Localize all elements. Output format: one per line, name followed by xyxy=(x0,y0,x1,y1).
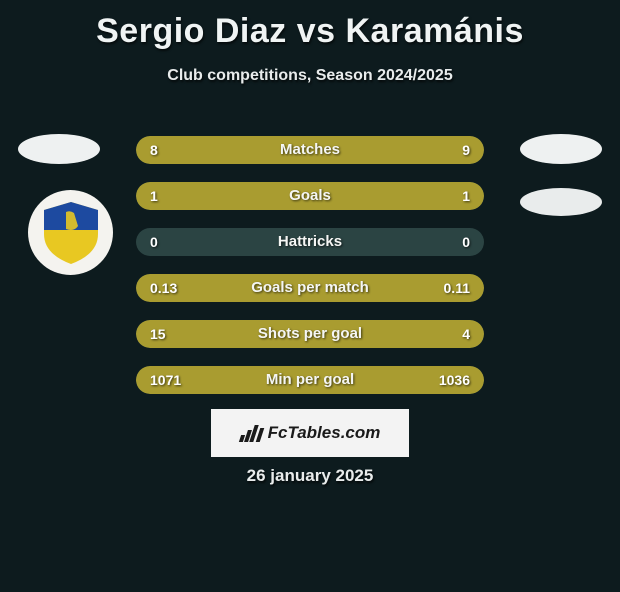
stat-row: 00Hattricks xyxy=(136,228,484,256)
stat-label: Min per goal xyxy=(136,366,484,394)
stat-row: 0.130.11Goals per match xyxy=(136,274,484,302)
stat-row: 11Goals xyxy=(136,182,484,210)
player-right-avatar-2 xyxy=(520,188,602,216)
player-left-avatar-1 xyxy=(18,134,100,164)
stat-label: Shots per goal xyxy=(136,320,484,348)
bar-chart-icon xyxy=(240,424,262,442)
team-badge xyxy=(28,190,113,275)
stat-label: Hattricks xyxy=(136,228,484,256)
stats-panel: 89Matches 11Goals 00Hattricks 0.130.11Goals… xyxy=(136,136,484,412)
stat-row: 10711036Min per goal xyxy=(136,366,484,394)
logo-text: FcTables.com xyxy=(268,423,381,443)
snapshot-date: 26 january 2025 xyxy=(0,466,620,486)
player-right-avatar-1 xyxy=(520,134,602,164)
stat-label: Matches xyxy=(136,136,484,164)
page-title: Sergio Diaz vs Karamánis xyxy=(0,12,620,51)
shield-icon xyxy=(44,202,98,264)
fctables-logo[interactable]: FcTables.com xyxy=(211,409,409,457)
subtitle: Club competitions, Season 2024/2025 xyxy=(0,67,620,85)
stat-label: Goals xyxy=(136,182,484,210)
stat-row: 154Shots per goal xyxy=(136,320,484,348)
stat-label: Goals per match xyxy=(136,274,484,302)
stat-row: 89Matches xyxy=(136,136,484,164)
